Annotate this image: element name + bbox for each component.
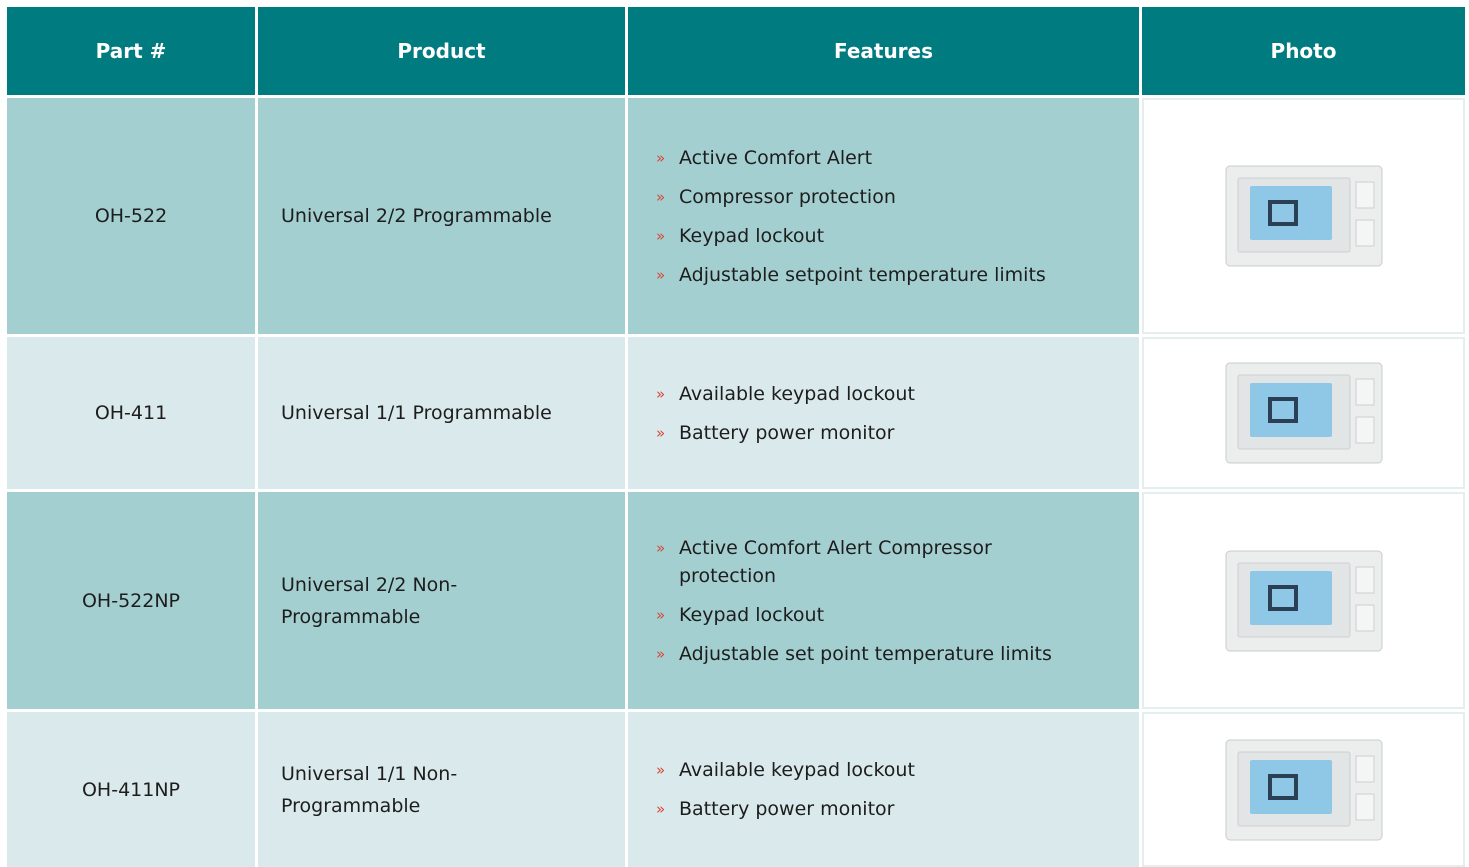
product-name: Universal 2/2 Programmable bbox=[281, 205, 552, 227]
feature-list: Active Comfort Alert Compressor protectio… bbox=[656, 133, 1086, 300]
features-cell: Available keypad lockout Battery power mo… bbox=[628, 712, 1139, 867]
feature-item: Battery power monitor bbox=[656, 419, 1086, 447]
part-cell: OH-522 bbox=[7, 98, 255, 334]
product-cell: Universal 2/2 Programmable bbox=[258, 98, 625, 334]
photo-cell bbox=[1142, 492, 1465, 709]
thermostat-photo bbox=[1225, 362, 1382, 464]
feature-item: Adjustable setpoint temperature limits bbox=[656, 261, 1086, 289]
feature-item: Keypad lockout bbox=[656, 222, 1086, 250]
header-cell: Features bbox=[628, 7, 1139, 95]
feature-item: Active Comfort Alert Compressor protecti… bbox=[656, 534, 1086, 590]
product-cell: Universal 1/1 Non-Programmable bbox=[258, 712, 625, 867]
product-cell: Universal 2/2 Non-Programmable bbox=[258, 492, 625, 709]
feature-item: Active Comfort Alert bbox=[656, 144, 1086, 172]
feature-item: Keypad lockout bbox=[656, 601, 1086, 629]
feature-list: Active Comfort Alert Compressor protecti… bbox=[656, 523, 1086, 679]
feature-item: Battery power monitor bbox=[656, 795, 1086, 823]
product-name: Universal 1/1 Non-Programmable bbox=[281, 762, 458, 817]
product-cell: Universal 1/1 Programmable bbox=[258, 337, 625, 489]
product-name: Universal 2/2 Non-Programmable bbox=[281, 573, 458, 628]
feature-list: Available keypad lockout Battery power mo… bbox=[656, 745, 1086, 834]
photo-cell bbox=[1142, 98, 1465, 334]
features-cell: Available keypad lockout Battery power mo… bbox=[628, 337, 1139, 489]
features-cell: Active Comfort Alert Compressor protectio… bbox=[628, 98, 1139, 334]
feature-item: Available keypad lockout bbox=[656, 756, 1086, 784]
part-cell: OH-411NP bbox=[7, 712, 255, 867]
product-name: Universal 1/1 Programmable bbox=[281, 402, 552, 424]
feature-item: Adjustable set point temperature limits bbox=[656, 640, 1086, 668]
header-cell: Photo bbox=[1142, 7, 1465, 95]
product-table: Part # Product Features Photo OH-522 Universa… bbox=[7, 7, 1465, 867]
header-cell: Part # bbox=[7, 7, 255, 95]
part-cell: OH-411 bbox=[7, 337, 255, 489]
thermostat-photo bbox=[1225, 550, 1382, 651]
photo-cell bbox=[1142, 337, 1465, 489]
header-cell: Product bbox=[258, 7, 625, 95]
features-cell: Active Comfort Alert Compressor protecti… bbox=[628, 492, 1139, 709]
part-cell: OH-522NP bbox=[7, 492, 255, 709]
feature-list: Available keypad lockout Battery power mo… bbox=[656, 369, 1086, 458]
feature-item: Available keypad lockout bbox=[656, 380, 1086, 408]
thermostat-photo bbox=[1225, 739, 1382, 840]
photo-cell bbox=[1142, 712, 1465, 867]
feature-item: Compressor protection bbox=[656, 183, 1086, 211]
thermostat-photo bbox=[1225, 165, 1382, 267]
